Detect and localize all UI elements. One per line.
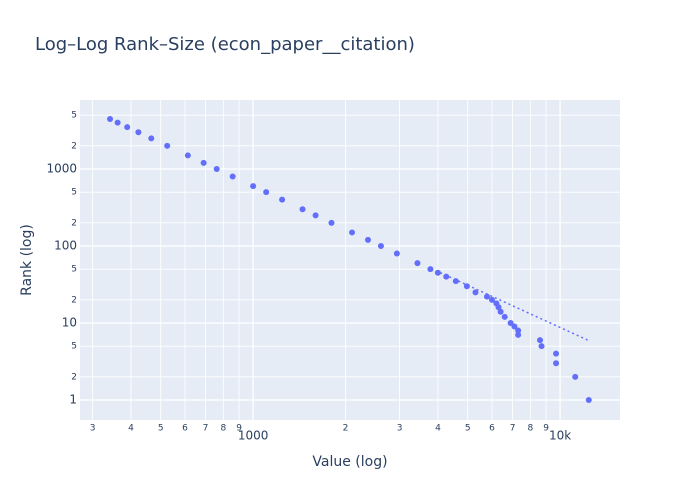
y-axis-title: Rank (log) — [19, 224, 35, 296]
x-tick-label: 7 — [510, 424, 516, 434]
x-tick-label: 8 — [527, 424, 533, 434]
point — [148, 135, 155, 142]
x-tick-label: 5 — [158, 424, 164, 434]
point — [553, 360, 560, 367]
point — [124, 124, 131, 131]
point — [279, 196, 286, 203]
point — [393, 250, 400, 257]
point — [114, 119, 121, 126]
point — [377, 242, 384, 249]
x-tick-label: 1000 — [238, 429, 269, 443]
y-tick-label: 2 — [71, 218, 77, 228]
x-tick-label: 6 — [489, 424, 495, 434]
point — [229, 173, 236, 180]
point — [434, 269, 441, 276]
y-tick-label: 100 — [54, 238, 77, 252]
x-tick-label: 4 — [128, 424, 134, 434]
point — [414, 260, 421, 267]
x-tick-label: 9 — [543, 424, 549, 434]
point — [501, 313, 508, 320]
x-axis-title: Value (log) — [312, 454, 387, 470]
point — [200, 159, 207, 166]
y-tick-label: 5 — [71, 342, 77, 352]
point — [537, 337, 544, 344]
point — [515, 331, 522, 338]
point — [299, 206, 306, 213]
y-tick-label: 1 — [69, 393, 77, 407]
point — [213, 165, 220, 172]
x-tick-label: 8 — [220, 424, 226, 434]
x-tick-label: 3 — [90, 424, 96, 434]
point — [443, 273, 450, 280]
point — [250, 183, 257, 190]
y-tick-label: 5 — [71, 188, 77, 198]
x-tick-label: 3 — [397, 424, 403, 434]
y-tick-label: 2 — [71, 141, 77, 151]
y-tick-label: 1000 — [46, 161, 77, 175]
y-tick-label: 2 — [71, 295, 77, 305]
x-tick-label: 5 — [465, 424, 471, 434]
point — [184, 152, 191, 159]
point — [263, 189, 270, 196]
point — [495, 304, 502, 311]
point — [585, 397, 592, 404]
chart-title: Log–Log Rank–Size (econ_paper__citation) — [35, 34, 415, 55]
point — [538, 343, 545, 350]
y-tick-label: 2 — [71, 372, 77, 382]
point — [553, 350, 560, 357]
point — [515, 327, 522, 334]
x-tick-label: 9 — [236, 424, 242, 434]
y-tick-label: 5 — [71, 111, 77, 121]
point — [572, 373, 579, 380]
x-tick-label: 7 — [203, 424, 209, 434]
point — [427, 266, 434, 273]
point — [135, 129, 142, 136]
point — [489, 296, 496, 303]
point — [507, 320, 514, 327]
point — [349, 229, 356, 236]
point — [472, 289, 479, 296]
point — [107, 115, 114, 122]
point — [312, 212, 319, 219]
x-tick-label: 2 — [343, 424, 349, 434]
point — [328, 219, 335, 226]
point — [364, 236, 371, 243]
y-tick-label: 5 — [71, 265, 77, 275]
point — [164, 142, 171, 149]
x-tick-label: 4 — [435, 424, 441, 434]
point — [511, 323, 518, 330]
x-tick-label: 10k — [549, 429, 571, 443]
point — [497, 308, 504, 315]
y-tick-label: 10 — [62, 316, 77, 330]
point — [484, 293, 491, 300]
x-tick-label: 6 — [182, 424, 188, 434]
